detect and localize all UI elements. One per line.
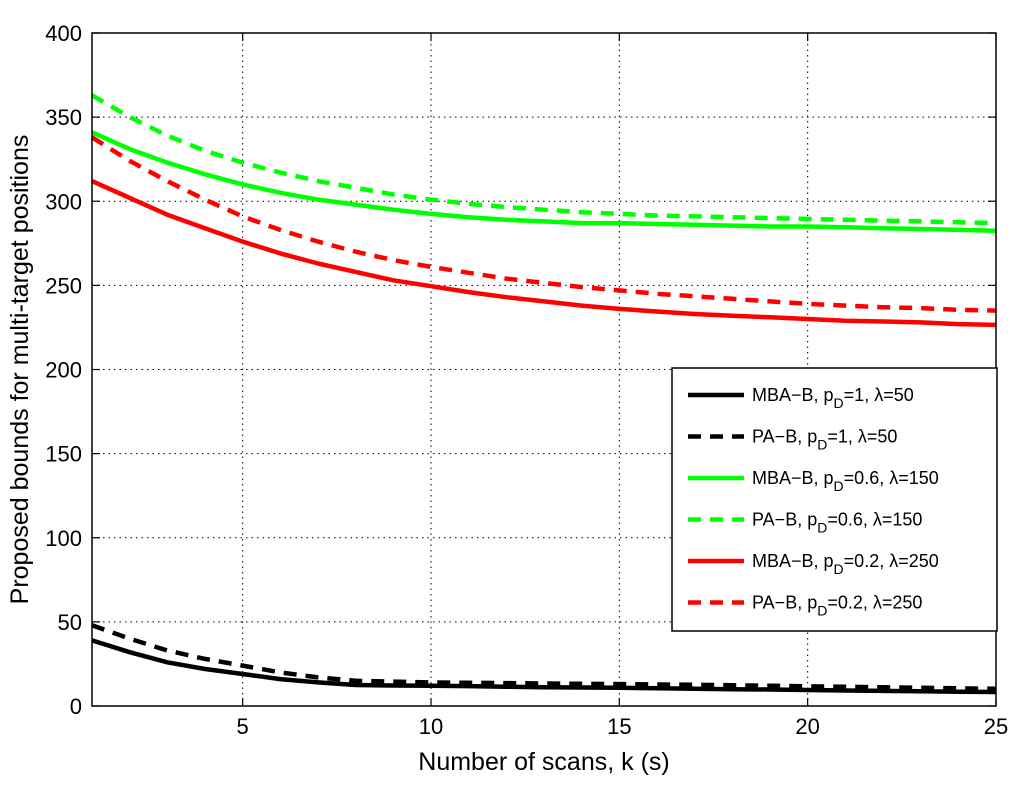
x-tick-label: 5 <box>237 714 249 739</box>
y-tick-label: 400 <box>45 21 82 46</box>
x-tick-label: 20 <box>795 714 819 739</box>
y-tick-label: 150 <box>45 442 82 467</box>
x-tick-label: 15 <box>607 714 631 739</box>
y-tick-label: 200 <box>45 358 82 383</box>
y-tick-label: 250 <box>45 273 82 298</box>
series-line-2 <box>91 623 997 692</box>
legend: MBA−B, pD=1, λ=50 PA−B, pD=1, λ=50 MBA−B, … <box>671 367 998 632</box>
y-tick-label: 350 <box>45 105 82 130</box>
y-tick-label: 300 <box>45 189 82 214</box>
legend-label-3: MBA−B, pD=0.6, λ=150 <box>752 468 939 494</box>
legend-label-2: PA−B, pD=1, λ=50 <box>752 427 897 453</box>
series-line-6 <box>90 135 997 313</box>
legend-box <box>671 367 998 632</box>
series-line-3 <box>91 130 997 233</box>
series-lines <box>90 93 997 695</box>
y-tick-label: 100 <box>45 526 82 551</box>
x-tick-label: 10 <box>419 714 443 739</box>
x-tick-label: 25 <box>984 714 1008 739</box>
y-axis-label: Proposed bounds for multi-target positio… <box>6 135 34 605</box>
legend-label-5: MBA−B, pD=0.2, λ=250 <box>752 551 939 577</box>
y-tick-label: 0 <box>70 694 82 719</box>
series-line-4 <box>90 93 997 226</box>
legend-label-4: PA−B, pD=0.6, λ=150 <box>752 510 922 536</box>
series-line-5 <box>91 179 997 328</box>
x-axis-label: Number of scans, k (s) <box>418 748 669 776</box>
legend-label-1: MBA−B, pD=1, λ=50 <box>752 385 914 411</box>
y-tick-label: 50 <box>58 610 82 635</box>
legend-label-6: PA−B, pD=0.2, λ=250 <box>752 593 922 619</box>
series-line-1 <box>91 638 997 695</box>
